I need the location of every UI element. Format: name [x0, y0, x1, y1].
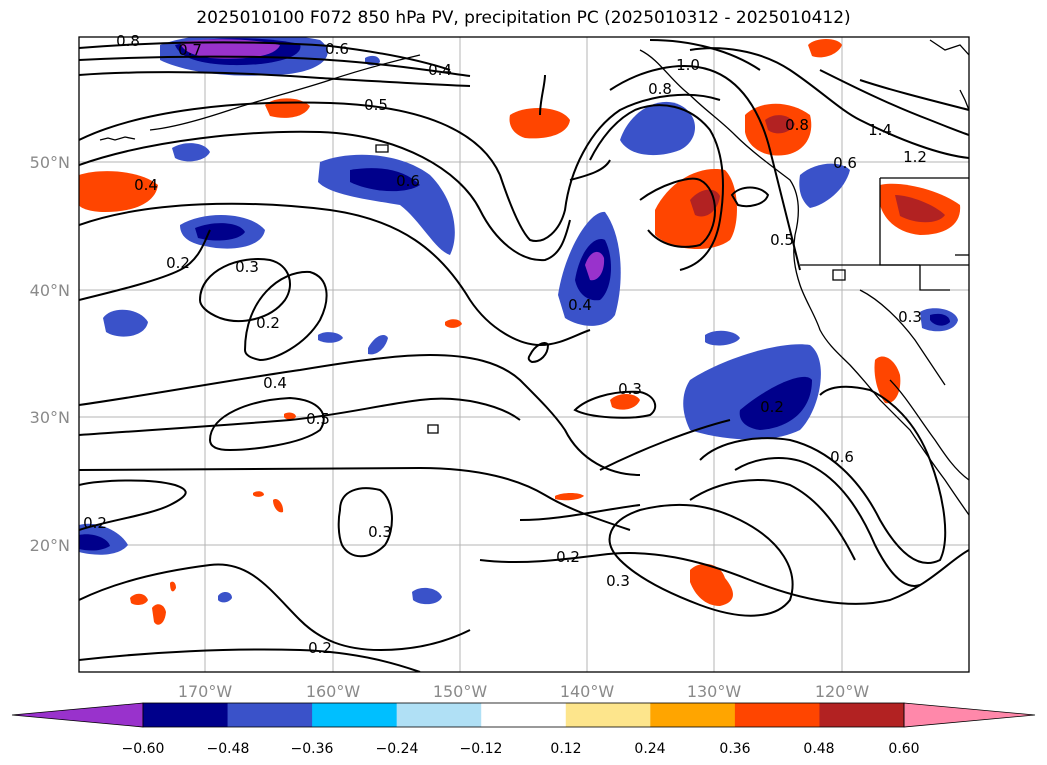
lon-label: 150°W	[433, 682, 488, 701]
contour-label: 0.4	[428, 61, 452, 79]
colorbar-segments	[11, 702, 1036, 728]
latitude-labels: 50°N 40°N 30°N 20°N	[30, 153, 70, 555]
contour-label: 0.6	[830, 448, 854, 466]
contour-label: 0.5	[306, 410, 330, 428]
contour-label: 0.8	[648, 80, 672, 98]
contour-label: 0.7	[178, 41, 202, 59]
contour-label-group: 0.8 0.7 0.6 0.4 0.5 1.0 0.8 1.4 1.2 0.8 …	[83, 32, 927, 657]
coastlines	[99, 39, 969, 516]
colorbar-tick: −0.36	[291, 741, 334, 757]
colorbar-extend-min	[11, 702, 144, 728]
contour-label: 0.6	[396, 172, 420, 190]
lat-label: 50°N	[30, 153, 70, 172]
contour-label: 1.4	[868, 121, 892, 139]
colorbar-tick: −0.12	[460, 741, 503, 757]
contour-label: 0.6	[325, 40, 349, 58]
lon-label: 130°W	[687, 682, 742, 701]
colorbar-tick: −0.60	[122, 741, 165, 757]
contour-label: 0.2	[256, 314, 280, 332]
contour-label: 0.3	[606, 572, 630, 590]
lon-label: 140°W	[560, 682, 615, 701]
colorbar-segment	[143, 703, 229, 727]
lon-label: 120°W	[815, 682, 870, 701]
precip-negative-areas	[79, 37, 958, 605]
lat-label: 40°N	[30, 281, 70, 300]
colorbar-segment	[227, 703, 313, 727]
map-title: 2025010100 F072 850 hPa PV, precipitatio…	[196, 8, 851, 28]
contour-label: 0.8	[116, 32, 140, 50]
contour-label: 1.0	[676, 56, 700, 74]
colorbar-tick: −0.24	[376, 741, 419, 757]
colorbar-segment	[734, 703, 820, 727]
colorbar-tick: 0.48	[803, 741, 834, 757]
colorbar-tick: 0.60	[888, 741, 919, 757]
contour-label: 0.4	[134, 176, 158, 194]
contour-label: 0.6	[833, 154, 857, 172]
contour-label: 0.2	[556, 548, 580, 566]
pv-contour-lines	[79, 39, 969, 672]
lon-label: 170°W	[178, 682, 233, 701]
contour-label: 1.2	[903, 148, 927, 166]
contour-label: 0.3	[898, 308, 922, 326]
contour-label: 0.2	[308, 639, 332, 657]
colorbar-extend-max	[903, 702, 1036, 728]
colorbar-tick-labels: −0.60 −0.48 −0.36 −0.24 −0.12 0.12 0.24 …	[122, 741, 920, 757]
contour-label: 0.2	[760, 398, 784, 416]
colorbar: −0.60 −0.48 −0.36 −0.24 −0.12 0.12 0.24 …	[11, 702, 1036, 757]
contour-label: 0.2	[83, 514, 107, 532]
colorbar-tick: 0.12	[550, 741, 581, 757]
contour-label: 0.5	[364, 96, 388, 114]
contour-label: 0.4	[263, 374, 287, 392]
contour-label: 0.2	[166, 254, 190, 272]
colorbar-segment	[650, 703, 736, 727]
contour-label: 0.3	[235, 258, 259, 276]
colorbar-segment	[481, 703, 567, 727]
longitude-labels: 170°W 160°W 150°W 140°W 130°W 120°W	[178, 682, 870, 701]
lat-label: 30°N	[30, 408, 70, 427]
lon-label: 160°W	[306, 682, 361, 701]
contour-label: 0.8	[785, 116, 809, 134]
colorbar-tick: −0.48	[207, 741, 250, 757]
map-frame	[78, 36, 970, 673]
contour-label: 0.3	[618, 380, 642, 398]
contour-label: 0.3	[368, 523, 392, 541]
colorbar-segment	[312, 703, 398, 727]
colorbar-segment	[819, 703, 905, 727]
contour-label: 0.4	[568, 296, 592, 314]
precip-positive-areas	[79, 39, 961, 625]
map-panel	[79, 37, 969, 672]
contour-label: 0.5	[770, 231, 794, 249]
colorbar-segment	[396, 703, 482, 727]
colorbar-segment	[565, 703, 651, 727]
colorbar-tick: 0.24	[634, 741, 665, 757]
lat-label: 20°N	[30, 536, 70, 555]
colorbar-tick: 0.36	[719, 741, 750, 757]
colorbar-frame	[142, 702, 905, 728]
